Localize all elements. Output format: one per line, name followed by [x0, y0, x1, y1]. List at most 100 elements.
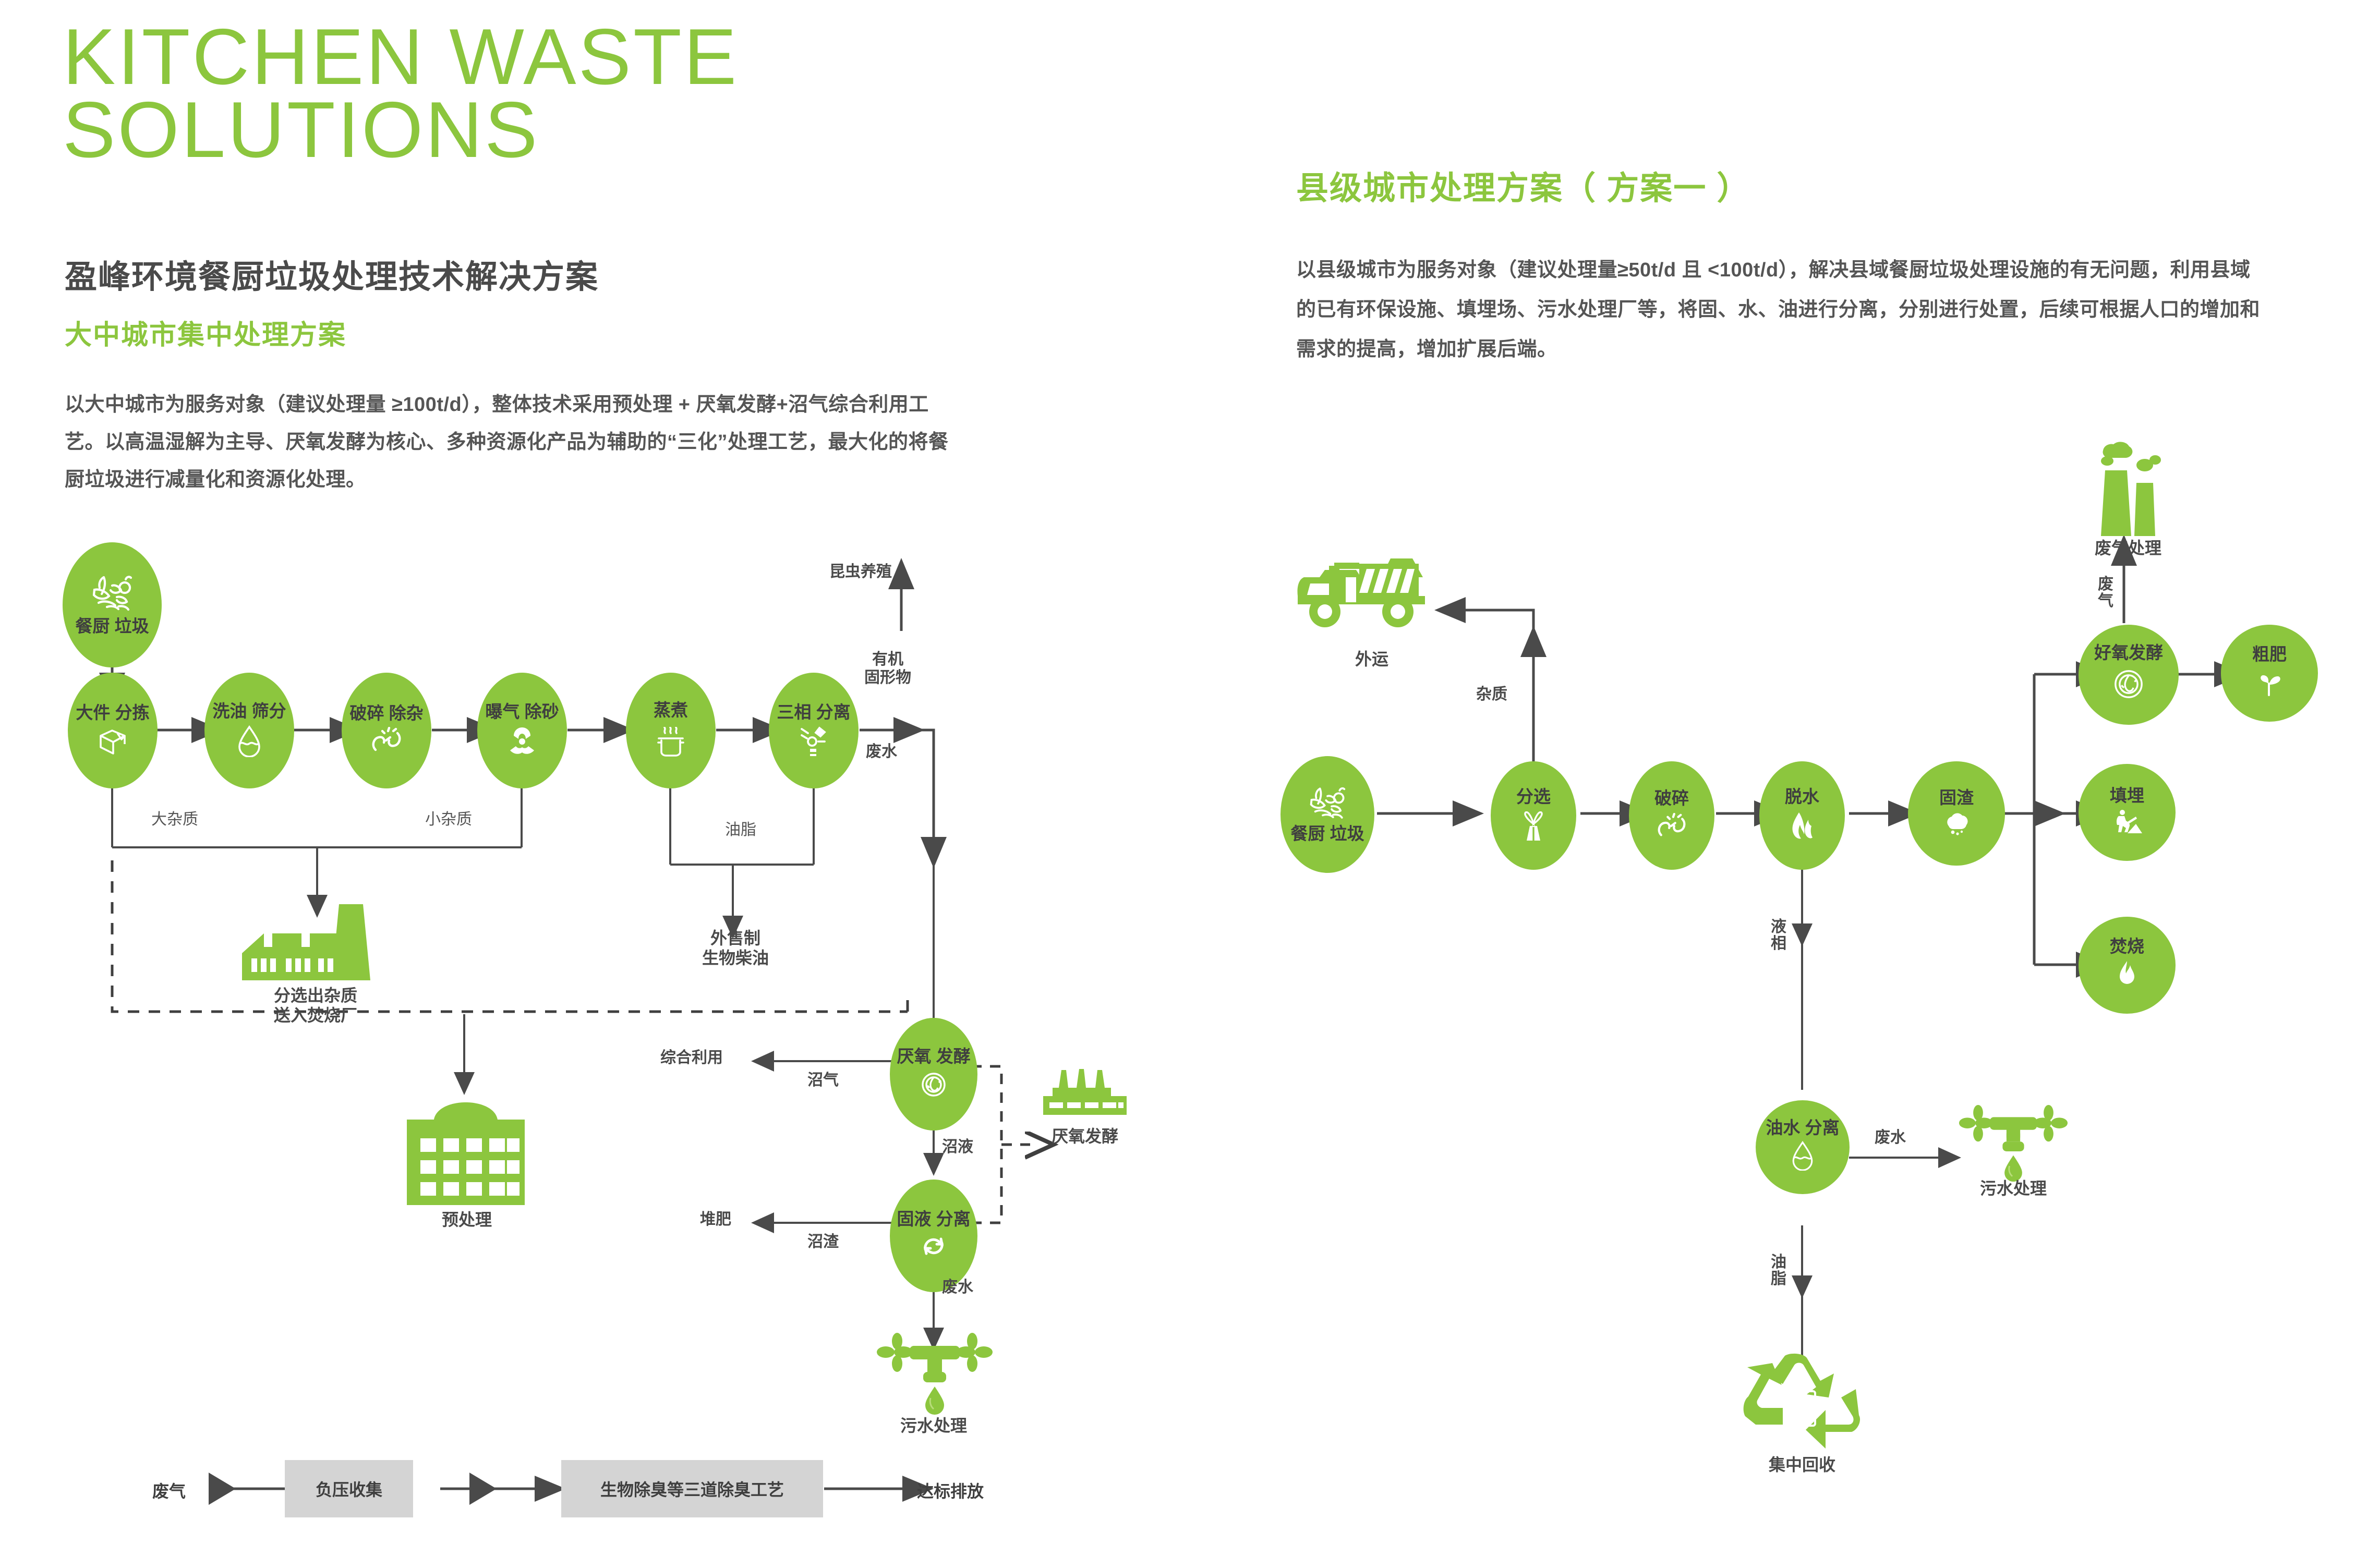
- caption-sewage-treatment-right: 污水处理: [1979, 1179, 2047, 1198]
- food-scraps-icon: [1306, 786, 1349, 824]
- caption-incineration-plant: 分选出杂质 送入焚烧厂: [273, 986, 357, 1025]
- edge-label-small-impurity: 小杂质: [425, 811, 472, 828]
- node-dewatering[interactable]: 脱水: [1759, 761, 1845, 870]
- edge-label-grease: 油脂: [725, 821, 756, 838]
- edge-label-digestate-liquid: 沼液: [942, 1138, 973, 1156]
- oil-drop-icon: [1790, 1140, 1815, 1173]
- node-oil-water-separation[interactable]: 油水 分离: [1756, 1100, 1850, 1194]
- broken-chain-icon: [370, 726, 403, 757]
- node-aerobic-fermentation[interactable]: 好氧发酵: [2079, 625, 2179, 725]
- node-sorting-right[interactable]: 分选: [1491, 761, 1576, 870]
- node-bulky-sorting[interactable]: 大件 分拣: [68, 673, 158, 788]
- pretreatment-building-icon: [380, 1087, 552, 1210]
- edge-label-grease-right: 油 脂: [1771, 1254, 1786, 1287]
- aeration-fan-icon: [506, 725, 538, 759]
- caption-central-recycling: 集中回收: [1768, 1455, 1835, 1474]
- page-title-chinese: 盈峰环境餐厨垃圾处理技术解决方案: [65, 259, 599, 295]
- edge-label-comprehensive-use: 综合利用: [660, 1049, 723, 1066]
- page-title-english: KITCHEN WASTE SOLUTIONS: [63, 13, 897, 174]
- node-label: 蒸煮: [654, 700, 688, 720]
- sprout-icon: [2255, 668, 2284, 699]
- node-solid-residue[interactable]: 固渣: [1908, 761, 2005, 866]
- node-label: 油水 分离: [1766, 1118, 1840, 1138]
- title-line-2: SOLUTIONS: [63, 85, 540, 174]
- bottom-step-2[interactable]: 生物除臭等三道除臭工艺: [561, 1460, 823, 1517]
- node-three-phase-separation[interactable]: 三相 分离: [769, 673, 859, 788]
- fermentation-icon: [919, 1070, 948, 1101]
- node-aeration-sand-removal[interactable]: 曝气 除砂: [477, 673, 567, 788]
- cooking-pot-icon: [655, 726, 687, 760]
- box-icon: [96, 726, 129, 758]
- caption-exhaust-treatment: 废气处理: [2094, 539, 2161, 557]
- node-label: 大件 分拣: [76, 703, 150, 723]
- edge-label-digestate-residue: 沼渣: [807, 1233, 839, 1250]
- broken-chain-icon: [1656, 812, 1687, 842]
- node-steaming[interactable]: 蒸煮: [626, 673, 716, 788]
- caption-anaerobic-plant: 厌氧发酵: [1051, 1127, 1118, 1146]
- three-phase-icon: [799, 726, 829, 758]
- node-label: 破碎: [1654, 788, 1689, 808]
- circular-arrows-icon: [919, 1233, 948, 1262]
- node-label: 分选: [1516, 787, 1551, 807]
- incineration-factory-icon: [240, 902, 391, 988]
- node-label: 餐厨 垃圾: [75, 616, 149, 636]
- node-label: 脱水: [1785, 787, 1819, 807]
- edge-label-biogas: 沼气: [807, 1072, 839, 1089]
- node-label: 固液 分离: [897, 1209, 971, 1229]
- edge-label-insect-farming: 昆虫养殖: [829, 563, 892, 580]
- bottom-flow-end-label: 达标排放: [917, 1482, 984, 1501]
- node-label: 填埋: [2110, 786, 2144, 806]
- oil-drop-icon: [236, 725, 262, 759]
- node-landfill[interactable]: 填埋: [2079, 764, 2176, 861]
- flame-icon: [2115, 960, 2140, 991]
- caption-pretreatment: 预处理: [441, 1210, 492, 1229]
- title-line-1: KITCHEN WASTE: [63, 13, 739, 101]
- node-label: 破碎 除杂: [349, 703, 424, 723]
- separation-icon: [1518, 811, 1549, 844]
- caption-sewage-treatment-left: 污水处理: [900, 1416, 967, 1435]
- node-oil-wash-screening[interactable]: 洗油 筛分: [204, 673, 294, 788]
- node-solid-liquid-separation[interactable]: 固液 分离: [890, 1180, 977, 1292]
- landfill-worker-icon: [2112, 809, 2142, 836]
- node-label: 曝气 除砂: [485, 702, 559, 722]
- left-body-paragraph: 以大中城市为服务对象（建议处理量 ≥100t/d），整体技术采用预处理 + 厌氧…: [65, 394, 949, 491]
- food-scraps-icon: [88, 574, 136, 617]
- node-label: 粗肥: [2252, 645, 2287, 664]
- node-label: 厌氧 发酵: [897, 1047, 971, 1066]
- edge-label-big-impurity: 大杂质: [151, 811, 198, 828]
- node-label: 焚烧: [2110, 937, 2144, 956]
- sewage-tap-icon-right: [1953, 1104, 2073, 1185]
- edge-label-organic-solids: 有机 固形物: [864, 651, 911, 686]
- caption-transport-out: 外运: [1355, 650, 1388, 668]
- node-kitchen-waste-left[interactable]: 餐厨 垃圾: [63, 542, 162, 667]
- node-label: 餐厨 垃圾: [1290, 824, 1364, 844]
- right-section-title: 县级城市处理方案（ 方案一 ）: [1296, 171, 1750, 206]
- edge-label-exhaust-gas: 废 气: [2098, 576, 2113, 610]
- sewage-tap-icon-left: [872, 1332, 997, 1418]
- bottom-step-1[interactable]: 负压收集: [285, 1460, 413, 1517]
- right-body-paragraph: 以县级城市为服务对象（建议处理量≥50t/d 且 <100t/d），解决县域餐厨…: [1296, 259, 2261, 360]
- node-anaerobic-fermentation[interactable]: 厌氧 发酵: [890, 1018, 977, 1130]
- edge-label-liquid-phase: 液 相: [1771, 918, 1786, 952]
- bottom-flow-start-label: 废气: [152, 1482, 186, 1501]
- edge-label-impurity: 杂质: [1476, 686, 1507, 703]
- node-label: 固渣: [1939, 788, 1974, 808]
- caption-biodiesel: 外售制 生物柴油: [702, 929, 769, 968]
- exhaust-stack-icon: [2076, 438, 2180, 545]
- node-coarse-fertilizer[interactable]: 粗肥: [2221, 625, 2318, 722]
- flame-drop-icon: [1789, 811, 1816, 844]
- node-incineration[interactable]: 焚烧: [2079, 917, 2176, 1014]
- node-label: 好氧发酵: [2094, 643, 2163, 663]
- node-kitchen-waste-right[interactable]: 餐厨 垃圾: [1280, 756, 1374, 873]
- residue-cloud-icon: [1940, 810, 1973, 838]
- fermentation-icon: [2112, 667, 2145, 703]
- node-label: 三相 分离: [777, 702, 851, 722]
- node-crushing-right[interactable]: 破碎: [1629, 761, 1714, 870]
- edge-label-wastewater-bottom: 废水: [942, 1279, 973, 1296]
- dump-truck-icon: [1294, 550, 1450, 641]
- edge-label-wastewater-top: 废水: [866, 743, 897, 760]
- node-label: 洗油 筛分: [212, 701, 286, 721]
- anaerobic-plant-icon: [1038, 1064, 1132, 1124]
- node-crushing-impurity-removal[interactable]: 破碎 除杂: [342, 673, 431, 788]
